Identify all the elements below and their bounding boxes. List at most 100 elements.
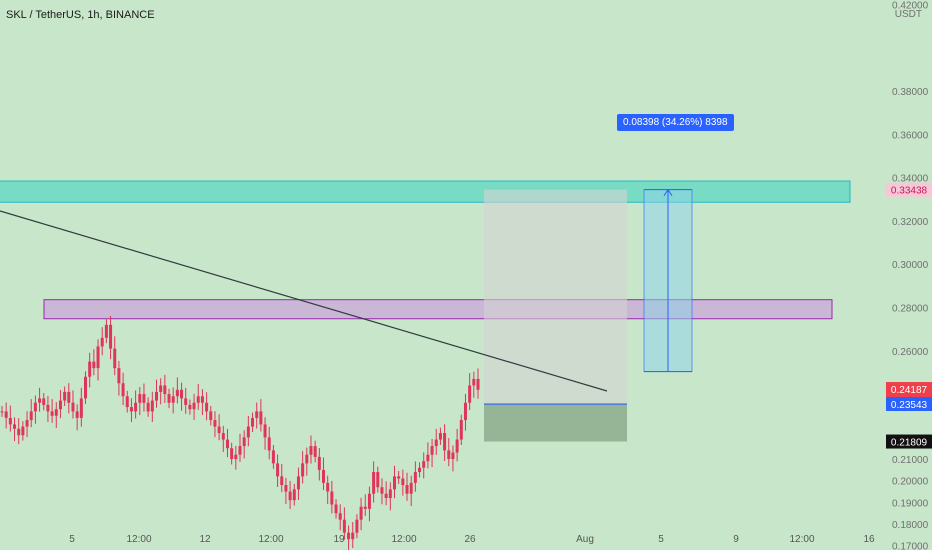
candle [305,454,309,464]
candle [267,437,271,451]
price-axis: 0.170000.180000.190000.200000.210000.220… [892,0,929,550]
candle [163,385,167,395]
candle [154,391,158,401]
candle [347,532,351,540]
zones-layer [0,180,851,320]
candle [75,411,79,418]
candle [472,378,476,386]
candle [209,411,213,421]
target-box [484,189,627,405]
candle [25,420,29,427]
candle [251,417,255,427]
candle [63,391,67,401]
candle [447,450,451,460]
candle [188,404,192,410]
candle [200,396,204,403]
candle [363,506,367,509]
x-tick-label: 12 [199,534,211,545]
candle [367,493,371,509]
candle [50,411,54,416]
candle [79,398,83,418]
candle [259,411,263,425]
time-axis: 5 12:00 12 12:00 19 12:00 26 Aug 5 9 12:00 16 [69,534,875,545]
y-tick-label: 0.19000 [892,498,929,509]
candle [309,446,313,455]
candle [100,337,104,347]
candle [221,433,225,440]
candle [280,476,284,486]
candle [255,411,259,418]
candle [338,513,342,520]
candle [271,450,275,464]
candle [54,409,58,416]
x-tick-label: 12:00 [258,534,283,545]
candle [380,487,384,494]
x-tick-label: 9 [733,534,739,545]
price-label-text: 0.24187 [891,385,928,396]
candle [242,437,246,447]
x-tick-label: 26 [464,534,476,545]
candle [355,519,359,533]
candle [438,433,442,440]
y-tick-label: 0.32000 [892,217,929,228]
x-tick-label: 5 [69,534,75,545]
candle [401,478,405,486]
candle [84,376,88,399]
candle [276,463,280,477]
candle [376,472,380,488]
candle [0,411,4,413]
trendline-layer [0,210,608,392]
candle [388,489,392,499]
candle [409,482,413,494]
candle [134,402,138,412]
candle [129,407,133,412]
candle [17,428,21,436]
stop-box [484,404,627,442]
candle [405,485,409,494]
candle [138,394,142,403]
candle [413,472,417,483]
x-tick-label: 12:00 [789,534,814,545]
x-tick-label: 12:00 [126,534,151,545]
candle [196,396,200,403]
candle [451,452,455,460]
y-tick-label: 0.18000 [892,520,929,531]
candle [113,348,117,369]
candle [342,519,346,533]
candle [33,402,37,412]
candle [38,398,42,403]
y-tick-label: 0.21000 [892,455,929,466]
candle [171,396,175,403]
candle [180,389,184,399]
candle [104,324,108,338]
candle [217,426,221,434]
candle [8,417,12,425]
candle [392,476,396,490]
candle [150,400,154,412]
candle [42,398,46,405]
candle [92,361,96,369]
candle [284,485,288,492]
trendline [0,210,608,392]
price-label-box [886,434,932,449]
candle [384,493,388,499]
candle [159,385,163,392]
candle [292,489,296,501]
resistance-zone [0,180,851,203]
y-tick-label: 0.38000 [892,87,929,98]
candle [455,439,459,453]
candle [142,394,146,403]
candles-layer [0,315,480,550]
x-tick-label: 16 [863,534,875,545]
candle [322,469,326,483]
candle [234,454,238,460]
candle [330,491,334,505]
candle [359,506,363,520]
candle [192,402,196,410]
candle [422,461,426,468]
x-tick-label: 19 [333,534,345,545]
candle [4,411,8,418]
y-tick-label: 0.26000 [892,347,929,358]
